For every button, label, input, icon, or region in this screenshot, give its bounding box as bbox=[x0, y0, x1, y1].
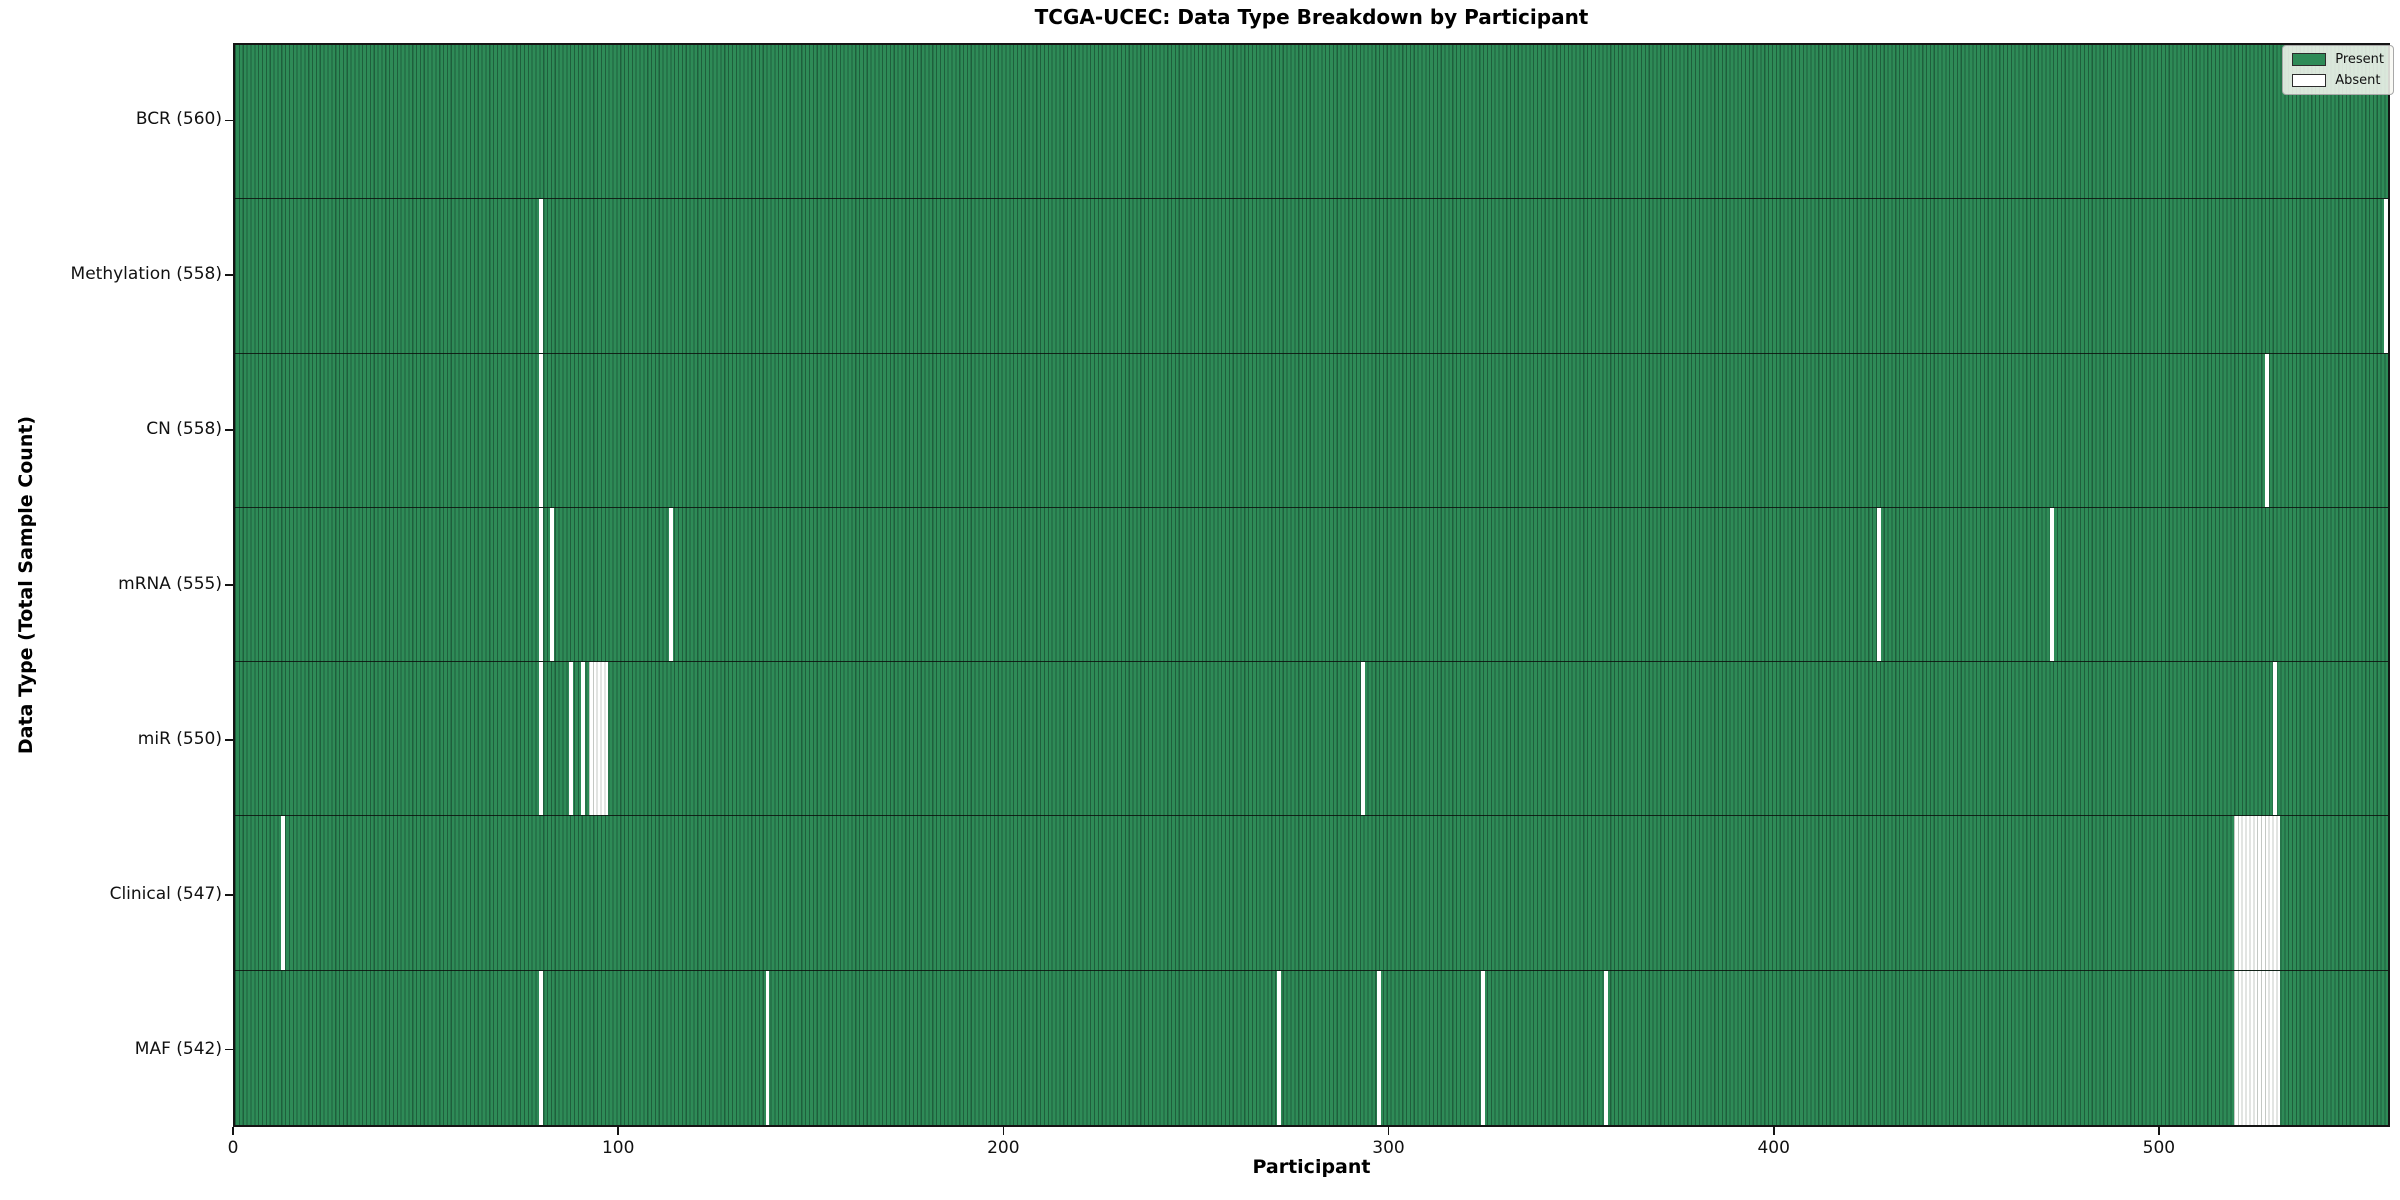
x-tick-label: 300 bbox=[1372, 1138, 1405, 1158]
y-tick-label: MAF (542) bbox=[134, 1038, 222, 1059]
absent-gap bbox=[1376, 970, 1381, 1125]
absent-gap bbox=[538, 353, 543, 507]
absent-gap bbox=[2049, 507, 2054, 662]
x-axis-label: Participant bbox=[1252, 1156, 1371, 1178]
x-tick-label: 200 bbox=[987, 1138, 1020, 1158]
legend-entry: Absent bbox=[2292, 73, 2384, 88]
absent-gap bbox=[550, 507, 555, 662]
absent-gap bbox=[1480, 970, 1485, 1125]
absent-gap bbox=[569, 662, 574, 816]
absent-gap bbox=[2234, 970, 2281, 1125]
legend-swatch-present bbox=[2292, 53, 2327, 66]
y-tick-label: mRNA (555) bbox=[118, 574, 222, 594]
absent-gap bbox=[581, 662, 585, 816]
x-tick-label: 0 bbox=[227, 1138, 239, 1158]
heatmap-row bbox=[235, 662, 2388, 817]
legend-swatch-absent bbox=[2292, 74, 2327, 87]
heatmap-row bbox=[235, 507, 2388, 663]
heatmap-row bbox=[235, 970, 2388, 1125]
absent-gap bbox=[538, 662, 543, 816]
y-tick-label: Methylation (558) bbox=[70, 264, 222, 285]
x-tick-mark bbox=[1772, 1127, 1775, 1135]
y-tick-mark bbox=[225, 119, 233, 122]
y-tick-label: BCR (560) bbox=[135, 109, 222, 130]
absent-gap bbox=[281, 816, 285, 970]
y-tick-mark bbox=[225, 584, 233, 586]
absent-gap bbox=[1876, 507, 1881, 662]
absent-gap bbox=[588, 662, 608, 816]
heatmap-row bbox=[235, 353, 2388, 508]
y-tick-label: CN (558) bbox=[146, 419, 222, 440]
absent-gap bbox=[669, 507, 674, 662]
y-tick-mark bbox=[225, 893, 233, 896]
absent-gap bbox=[2272, 662, 2277, 816]
x-tick-mark bbox=[2158, 1127, 2160, 1135]
legend-label: Absent bbox=[2335, 73, 2381, 88]
legend-label: Present bbox=[2335, 52, 2384, 67]
heatmap-row bbox=[235, 199, 2388, 354]
absent-gap bbox=[2234, 816, 2281, 970]
y-tick-label: miR (550) bbox=[137, 728, 222, 749]
y-tick-label: Clinical (547) bbox=[109, 883, 222, 904]
absent-gap bbox=[1361, 662, 1366, 816]
x-tick-label: 500 bbox=[2142, 1138, 2176, 1158]
y-tick-mark bbox=[225, 739, 233, 741]
absent-gap bbox=[538, 199, 543, 353]
absent-gap bbox=[538, 970, 543, 1125]
absent-gap bbox=[765, 970, 770, 1125]
chart-title: TCGA-UCEC: Data Type Breakdown by Partic… bbox=[1034, 5, 1589, 29]
x-tick-mark bbox=[617, 1127, 619, 1135]
x-tick-mark bbox=[1002, 1127, 1005, 1135]
legend: Present Absent bbox=[2282, 45, 2394, 95]
x-tick-label: 100 bbox=[601, 1138, 635, 1158]
y-tick-mark bbox=[225, 429, 233, 431]
absent-gap bbox=[2264, 353, 2269, 507]
absent-gap bbox=[538, 507, 543, 662]
x-tick-mark bbox=[1387, 1127, 1390, 1135]
heatmap-row bbox=[235, 45, 2388, 200]
plot-area bbox=[233, 43, 2390, 1127]
absent-gap bbox=[1603, 970, 1608, 1125]
legend-entry: Present bbox=[2292, 52, 2384, 67]
absent-gap bbox=[2384, 199, 2388, 353]
y-tick-mark bbox=[225, 1048, 233, 1051]
absent-gap bbox=[1276, 970, 1281, 1125]
x-tick-label: 400 bbox=[1757, 1138, 1790, 1158]
y-tick-mark bbox=[225, 274, 233, 277]
heatmap-row bbox=[235, 816, 2388, 971]
x-tick-mark bbox=[232, 1127, 234, 1135]
